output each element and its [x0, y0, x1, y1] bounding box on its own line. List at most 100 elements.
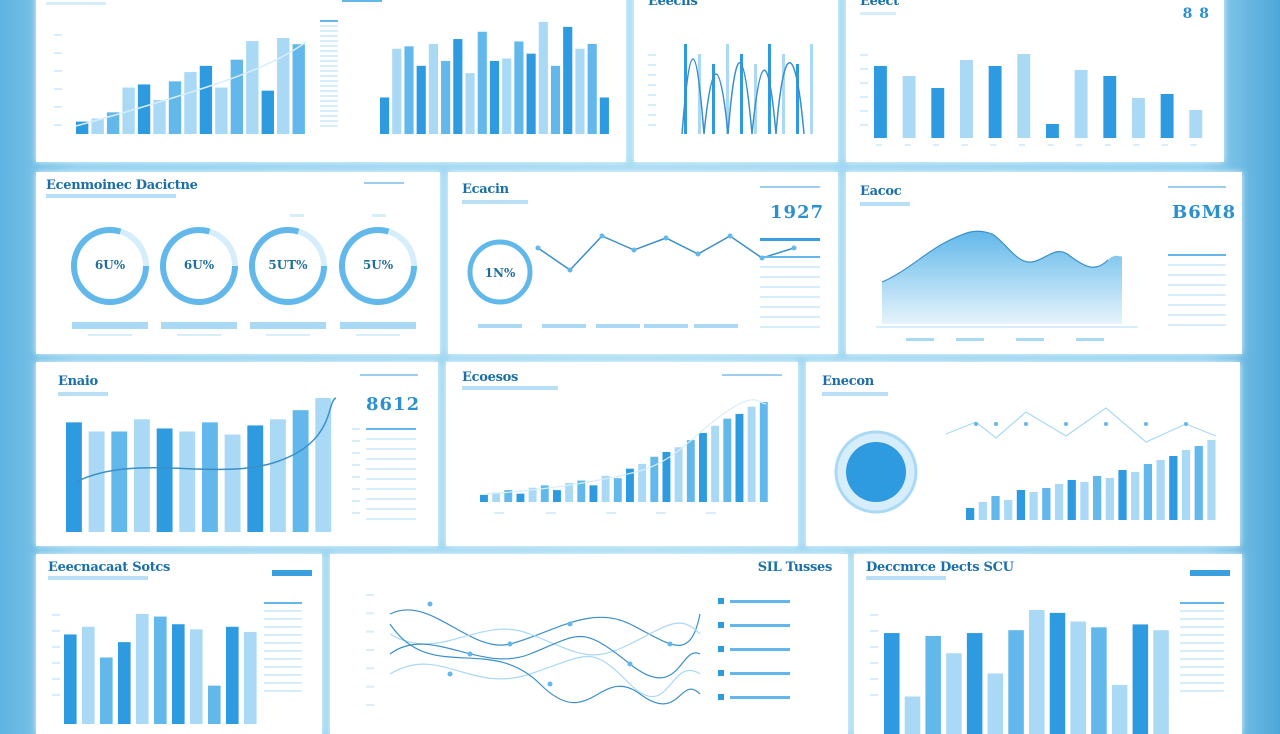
bar: [978, 502, 987, 520]
bar: [1016, 490, 1026, 520]
tick-label: [648, 84, 656, 86]
bar: [292, 410, 309, 532]
legend-line: [320, 45, 338, 47]
bar: [946, 653, 962, 734]
ring-label-3: 5UT%: [268, 258, 308, 272]
bar: [1029, 492, 1038, 520]
point: [599, 233, 605, 239]
bar: [1194, 446, 1203, 520]
bar: [1049, 612, 1066, 734]
divider: [1190, 570, 1230, 576]
bar: [199, 65, 213, 134]
tick-label: [54, 34, 62, 36]
point: [1144, 422, 1148, 426]
legend-line: [1180, 658, 1224, 660]
legend-line: [1180, 602, 1224, 604]
bar: [247, 425, 264, 532]
bar: [1008, 630, 1024, 734]
ring-label-2: 6U%: [183, 258, 215, 272]
legend-line: [264, 626, 302, 628]
tick-label: [870, 662, 878, 664]
bar: [698, 54, 701, 134]
bar: [1042, 488, 1051, 520]
bar: [226, 626, 239, 724]
trend-line: [485, 399, 767, 495]
ring: [467, 239, 533, 305]
bar-line-chart: [66, 397, 416, 532]
bar: [277, 38, 290, 134]
bar: [315, 398, 332, 532]
tick-label: [52, 630, 60, 632]
tick-label: [54, 124, 62, 126]
bar: [613, 478, 622, 502]
multiline-chart: [366, 594, 790, 706]
panel-title: Eeect: [860, 0, 899, 9]
bar: [1189, 110, 1203, 138]
series-line: [945, 407, 1217, 443]
legend-line: [264, 642, 302, 644]
bar: [88, 431, 105, 532]
bar: [735, 413, 744, 502]
ring-pill: [340, 322, 416, 329]
point: [994, 422, 998, 426]
tick-label: [606, 512, 616, 514]
tick-label: [860, 96, 868, 98]
bar: [82, 626, 95, 724]
bar: [904, 696, 921, 734]
bar: [991, 496, 1000, 520]
bar: [416, 65, 426, 134]
bar: [111, 431, 128, 532]
legend-line: [320, 25, 338, 27]
legend-line: [264, 690, 302, 692]
ring-progress: [160, 227, 238, 305]
ring-label-1: 6U%: [94, 258, 126, 272]
bar: [134, 419, 150, 532]
bar: [526, 53, 536, 134]
bar: [244, 631, 257, 724]
legend-line: [1180, 634, 1224, 636]
tick-label: [52, 678, 60, 680]
bar: [684, 44, 687, 134]
bar: [638, 463, 647, 502]
bar: [202, 422, 218, 532]
bar: [477, 31, 487, 134]
legend-line: [320, 120, 338, 122]
legend-line: [320, 125, 338, 127]
tick-label: [933, 144, 940, 146]
bar: [1091, 627, 1107, 734]
bar: [106, 112, 120, 134]
area-chart: [876, 230, 1226, 341]
legend-line: [366, 468, 416, 470]
panel-subtitle: [866, 576, 946, 580]
bar: [230, 59, 244, 134]
tick-label: [706, 512, 716, 514]
ring-sublabel: [266, 334, 310, 336]
panel-kpi-line: Ecacin 1927 1N%: [448, 172, 838, 354]
bar: [599, 97, 609, 134]
legend-line: [760, 296, 820, 298]
panel-bar-chart-3: Eeect 8 8: [846, 0, 1224, 162]
bar: [1046, 124, 1059, 138]
legend-line: [264, 634, 302, 636]
legend-line: [760, 306, 820, 308]
bar: [172, 624, 185, 724]
series-line: [681, 58, 805, 135]
panel-subtitle: [462, 200, 528, 204]
tick-label: [54, 70, 62, 72]
bar: [215, 87, 228, 134]
bar: [91, 118, 104, 134]
legend-line: [320, 90, 338, 92]
tick-label: [648, 74, 656, 76]
bar: [686, 440, 695, 502]
bar: [504, 490, 513, 502]
bar: [208, 685, 221, 724]
tick-label: [870, 630, 878, 632]
bar: [1103, 76, 1117, 138]
bar: [137, 84, 151, 134]
legend-line: [760, 286, 820, 288]
panel-subtitle: [822, 392, 888, 396]
bar: [1074, 70, 1088, 138]
ring-label-4: 5U%: [362, 258, 394, 272]
tick-label: [1162, 144, 1168, 146]
legend-line: [1168, 284, 1226, 286]
